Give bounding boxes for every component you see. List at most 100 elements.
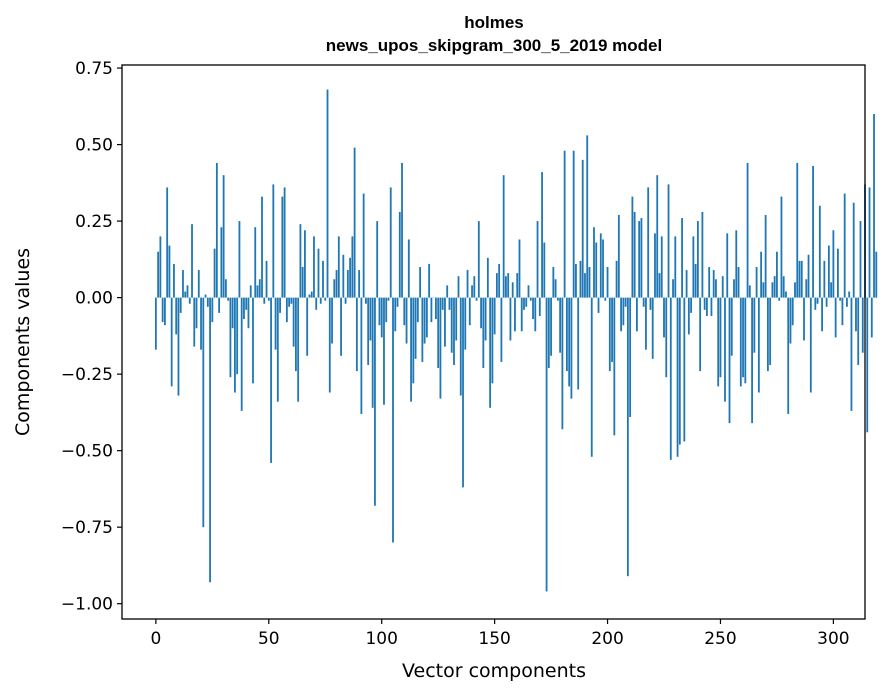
bar [692, 236, 695, 298]
bar [398, 211, 401, 298]
bar [274, 297, 277, 350]
bar [331, 297, 333, 344]
bar [846, 297, 848, 307]
bar [706, 297, 708, 316]
bar [446, 285, 449, 298]
bar [342, 254, 345, 298]
bar [453, 297, 455, 365]
bar [164, 297, 166, 326]
bar [394, 297, 397, 332]
bar [349, 257, 351, 298]
bar [154, 297, 157, 350]
bar [319, 297, 322, 304]
bar [696, 221, 699, 298]
bar [588, 267, 591, 298]
bar [843, 193, 846, 298]
bar [202, 297, 205, 528]
bar [742, 297, 744, 378]
bar [159, 236, 162, 298]
bar [439, 297, 442, 399]
bar [371, 297, 374, 408]
bar [175, 297, 178, 335]
bar [559, 297, 562, 353]
bar [647, 187, 650, 298]
bar [473, 276, 476, 298]
bar [340, 297, 342, 356]
bar [188, 297, 191, 304]
bar [355, 297, 358, 372]
bar [579, 260, 582, 298]
bar [748, 285, 751, 298]
x-tick-label: 250 [704, 629, 736, 649]
bar [425, 297, 428, 338]
bar [791, 297, 794, 326]
bar [712, 270, 715, 298]
bar [441, 297, 444, 310]
bar [294, 297, 297, 372]
bar [471, 285, 473, 298]
bar [299, 224, 302, 298]
bar [798, 260, 801, 298]
bar [755, 267, 758, 298]
bar [403, 297, 406, 326]
bar [435, 297, 437, 320]
bar [376, 221, 379, 298]
bar [484, 297, 487, 341]
bar [518, 239, 521, 298]
bar [757, 297, 760, 393]
bar [297, 297, 300, 402]
x-tick-label: 0 [150, 629, 161, 649]
bar [220, 227, 223, 298]
bar [656, 175, 659, 298]
x-tick-label: 50 [258, 629, 280, 649]
bar [344, 297, 347, 304]
chart-title-line-1: holmes [464, 13, 524, 32]
bar [520, 297, 523, 332]
bar [254, 227, 257, 298]
bar [678, 297, 681, 445]
bar [762, 282, 765, 298]
bar [617, 214, 620, 298]
bar [536, 221, 539, 298]
bar [292, 297, 295, 347]
x-tick-label: 100 [365, 629, 397, 649]
y-tick-label: −0.25 [61, 365, 113, 385]
bar [690, 297, 693, 313]
bar [590, 297, 593, 457]
bar [430, 297, 433, 323]
bar [166, 187, 169, 298]
bar [389, 187, 392, 298]
bar [365, 297, 367, 304]
y-tick-label: 0.00 [75, 289, 113, 309]
bar [206, 297, 209, 307]
bar [227, 297, 230, 301]
bar [498, 263, 501, 298]
bar [710, 297, 713, 316]
bar [466, 270, 469, 298]
bar [335, 270, 338, 298]
bar [550, 297, 552, 356]
bar [794, 282, 796, 298]
bar [721, 276, 724, 298]
bar [776, 251, 778, 298]
bar [310, 291, 313, 298]
bar [236, 297, 239, 375]
bar [660, 236, 663, 298]
bar [186, 285, 189, 298]
bar [771, 282, 774, 298]
bar [532, 297, 534, 320]
plot-area-frame [121, 64, 866, 620]
bar [301, 267, 304, 298]
bar [606, 267, 609, 298]
bar [545, 297, 548, 592]
bar [252, 297, 254, 384]
bar [785, 291, 787, 298]
bar [315, 297, 318, 310]
bar [200, 297, 202, 350]
bar [855, 297, 857, 332]
bar [475, 297, 478, 301]
bar [412, 297, 415, 384]
bar [778, 297, 781, 301]
bar [552, 267, 555, 298]
